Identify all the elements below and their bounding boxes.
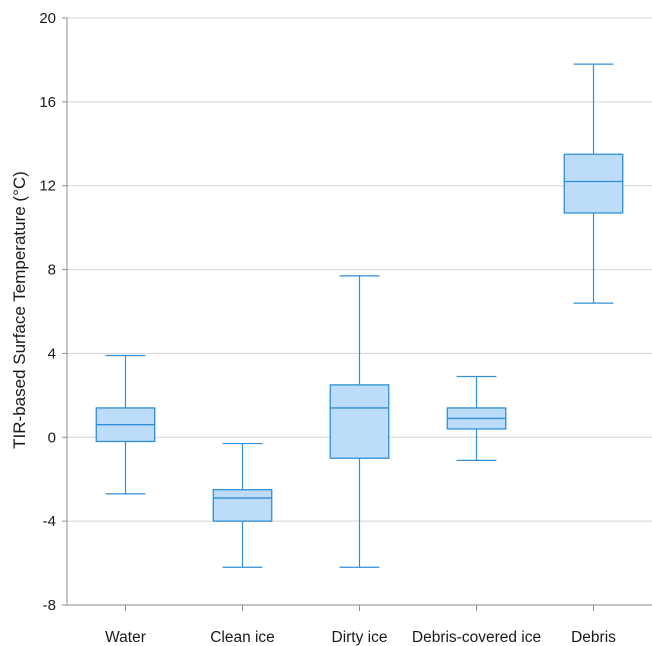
box-water	[95, 354, 156, 495]
y-tick-label: 16	[39, 94, 56, 111]
x-category-label: Water	[105, 629, 146, 646]
y-tick-label: 12	[39, 178, 56, 195]
y-tick-label: -4	[43, 513, 56, 530]
iqr-box	[563, 153, 624, 214]
y-tick-label: 4	[48, 345, 56, 362]
x-category-label: Debris-covered ice	[412, 629, 541, 646]
axes	[62, 17, 652, 611]
box-debris	[563, 63, 624, 304]
y-tick-labels: -8 -4 0 4 8 12 16 20	[39, 10, 56, 614]
y-axis-title: TIR-based Surface Temperature (°C)	[10, 171, 29, 449]
x-category-label: Debris	[571, 629, 616, 646]
y-tick-label: 8	[48, 262, 56, 279]
x-category-label: Dirty ice	[332, 629, 388, 646]
x-category-labels: Water Clean ice Dirty ice Debris-covered ic…	[105, 629, 616, 646]
x-category-label: Clean ice	[210, 629, 275, 646]
iqr-box	[329, 384, 390, 459]
y-tick-label: -8	[43, 597, 56, 614]
box-debris-covered-ice	[446, 375, 507, 461]
box-dirty-ice	[329, 275, 390, 568]
boxes	[95, 63, 624, 568]
box-clean-ice	[212, 442, 273, 568]
y-tick-label: 20	[39, 10, 56, 27]
iqr-box	[212, 489, 273, 522]
y-tick-label: 0	[48, 429, 56, 446]
